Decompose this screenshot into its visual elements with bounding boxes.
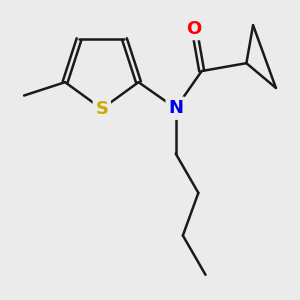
Text: S: S <box>95 100 108 118</box>
Text: O: O <box>187 20 202 38</box>
Text: N: N <box>168 99 183 117</box>
